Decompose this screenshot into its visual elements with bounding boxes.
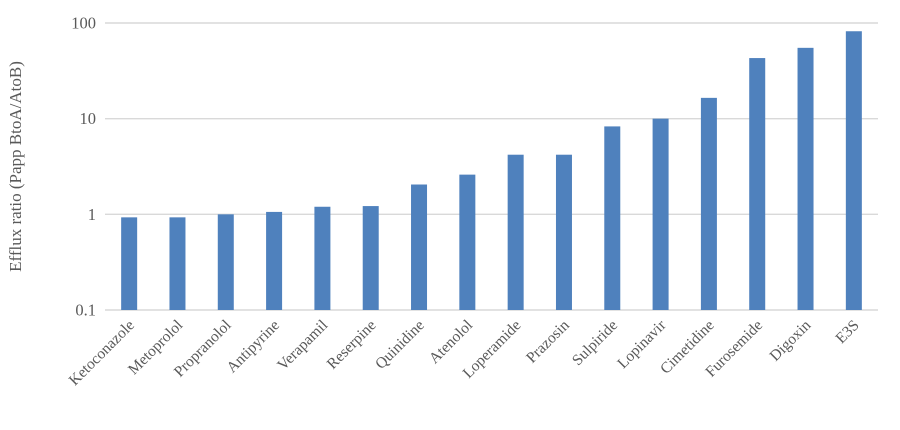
bar-reserpine — [362, 206, 379, 310]
bar-propranolol — [217, 214, 234, 310]
x-tick-label-quinidine: Quinidine — [372, 317, 428, 373]
bar-ketoconazole — [121, 217, 138, 310]
y-tick-label: 1 — [88, 205, 96, 224]
bar-sulpiride — [604, 126, 621, 310]
x-tick-label-antipyrine: Antipyrine — [223, 317, 283, 377]
bar-e3s — [845, 31, 862, 310]
bar-metoprolol — [169, 217, 186, 310]
y-tick-label: 0.1 — [75, 301, 96, 320]
y-axis-title: Efflux ratio (Papp BtoA/AtoB) — [6, 61, 25, 272]
bar-antipyrine — [266, 211, 283, 310]
x-tick-label-reserpine: Reserpine — [324, 317, 380, 373]
y-tick-label: 10 — [80, 109, 97, 128]
x-tick-label-e3s: E3S — [832, 317, 862, 347]
bar-prazosin — [555, 154, 572, 310]
bar-atenolol — [459, 174, 476, 310]
bar-loperamide — [507, 154, 524, 310]
bar-digoxin — [797, 47, 814, 311]
bar-lopinavir — [652, 118, 669, 311]
x-tick-label-sulpiride: Sulpiride — [569, 317, 621, 369]
y-tick-label: 100 — [71, 14, 96, 33]
x-tick-label-verapamil: Verapamil — [274, 317, 331, 374]
x-tick-label-prazosin: Prazosin — [523, 317, 573, 367]
x-tick-label-digoxin: Digoxin — [766, 317, 814, 365]
bar-verapamil — [314, 206, 331, 310]
x-tick-label-ketoconazole: Ketoconazole — [66, 317, 138, 389]
bar-furosemide — [749, 58, 766, 310]
bar-quinidine — [411, 184, 428, 310]
bar-cimetidine — [700, 97, 717, 310]
